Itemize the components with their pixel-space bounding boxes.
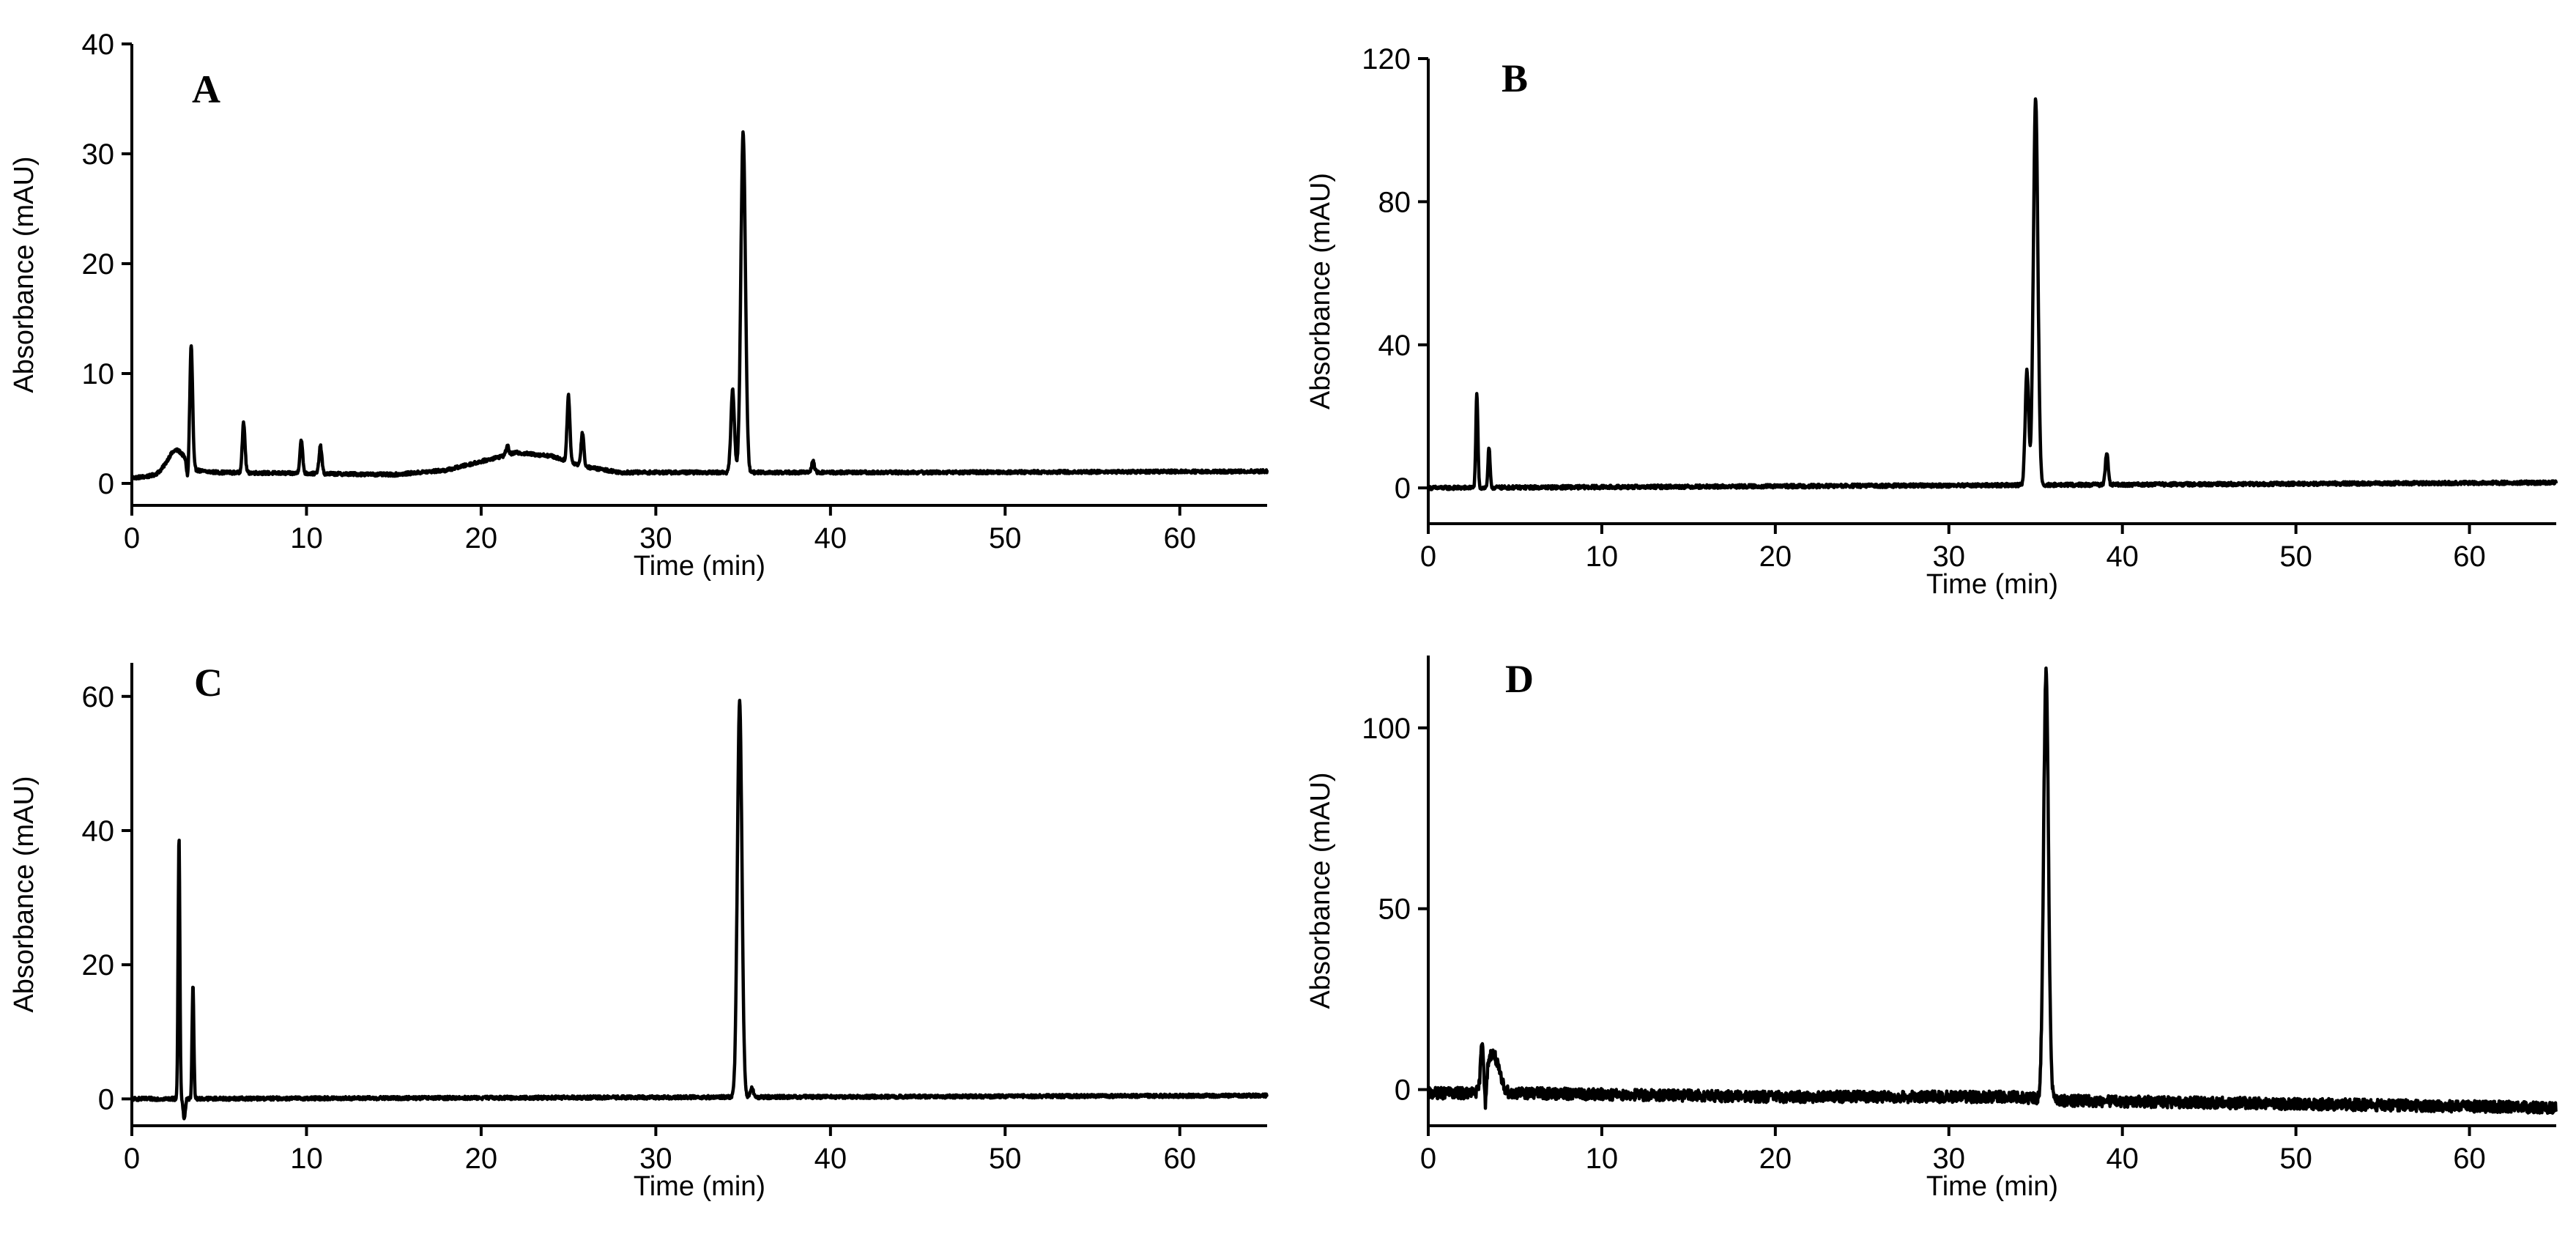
x-tick-label: 50 xyxy=(2279,1143,2312,1175)
x-tick-label: 30 xyxy=(1933,541,1966,573)
x-tick-label: 20 xyxy=(465,1143,498,1175)
y-tick-label: 10 xyxy=(82,358,115,390)
chromatogram-trace xyxy=(1426,666,2558,1115)
y-tick-label: 0 xyxy=(1395,1074,1411,1107)
y-axis-label: Absorbance (mAU) xyxy=(1305,772,1336,1009)
x-tick-label: 40 xyxy=(814,522,847,554)
panel-label: C xyxy=(194,661,223,705)
y-tick-label: 80 xyxy=(1378,186,1411,218)
y-tick-label: 100 xyxy=(1362,713,1411,745)
x-tick-label: 10 xyxy=(1586,1143,1619,1175)
chart-panel-c: 0 10 20 30 40 50 60 0 20 40 60 Time (min) Absorbance… xyxy=(9,661,1269,1202)
x-tick-label: 40 xyxy=(2106,541,2139,573)
y-axis-label: Absorbance (mAU) xyxy=(1305,173,1336,409)
y-tick-label: 0 xyxy=(1395,472,1411,505)
x-tick-label: 40 xyxy=(814,1143,847,1175)
x-tick-label: 60 xyxy=(1164,1143,1197,1175)
y-tick-label: 40 xyxy=(82,815,115,847)
x-tick-label: 10 xyxy=(1586,541,1619,573)
x-tick-label: 0 xyxy=(1420,1143,1436,1175)
x-tick-label: 0 xyxy=(124,1143,140,1175)
x-tick-label: 20 xyxy=(1759,541,1792,573)
x-axis-label: Time (min) xyxy=(1926,1171,2058,1202)
y-tick-label: 20 xyxy=(82,248,115,281)
x-tick-label: 20 xyxy=(1759,1143,1792,1175)
y-tick-label: 20 xyxy=(82,949,115,981)
chromatogram-trace xyxy=(1426,97,2558,491)
x-tick-label: 0 xyxy=(124,522,140,554)
panel-label: B xyxy=(1502,56,1528,100)
chromatogram-trace xyxy=(130,699,1269,1121)
x-tick-label: 30 xyxy=(639,1143,672,1175)
y-tick-label: 60 xyxy=(82,681,115,713)
x-axis-label: Time (min) xyxy=(634,551,765,582)
y-tick-label: 30 xyxy=(82,138,115,171)
panel-label: A xyxy=(192,67,220,111)
x-tick-label: 60 xyxy=(1164,522,1197,554)
x-tick-label: 0 xyxy=(1420,541,1436,573)
y-tick-label: 0 xyxy=(98,468,114,500)
x-tick-label: 60 xyxy=(2453,541,2486,573)
y-tick-label: 50 xyxy=(1378,894,1411,926)
y-axis-label: Absorbance (mAU) xyxy=(9,156,40,393)
chromatogram-trace xyxy=(130,130,1269,481)
chart-panel-b: 0 10 20 30 40 50 60 0 40 80 120 Time (min) Absorbanc… xyxy=(1305,43,2558,600)
x-tick-label: 60 xyxy=(2453,1143,2486,1175)
x-axis-label: Time (min) xyxy=(634,1171,765,1202)
x-tick-label: 10 xyxy=(290,1143,323,1175)
x-tick-label: 50 xyxy=(989,522,1022,554)
panel-label: D xyxy=(1505,657,1534,701)
x-tick-label: 30 xyxy=(1933,1143,1966,1175)
x-tick-label: 50 xyxy=(989,1143,1022,1175)
x-tick-label: 50 xyxy=(2279,541,2312,573)
y-tick-label: 40 xyxy=(1378,330,1411,362)
y-tick-label: 120 xyxy=(1362,43,1411,75)
y-axis-label: Absorbance (mAU) xyxy=(9,776,40,1012)
chart-panel-d: 0 10 20 30 40 50 60 0 50 100 Time (min) Absorbance … xyxy=(1305,656,2558,1202)
x-tick-label: 40 xyxy=(2106,1143,2139,1175)
x-axis-label: Time (min) xyxy=(1926,569,2058,600)
x-tick-label: 30 xyxy=(639,522,672,554)
x-tick-label: 10 xyxy=(290,522,323,554)
y-tick-label: 0 xyxy=(98,1083,114,1115)
chart-panel-a: 0 10 20 30 40 50 60 0 10 20 30 40 Time (min) Absorban… xyxy=(9,29,1269,582)
y-tick-label: 40 xyxy=(82,29,115,61)
x-tick-label: 20 xyxy=(465,522,498,554)
